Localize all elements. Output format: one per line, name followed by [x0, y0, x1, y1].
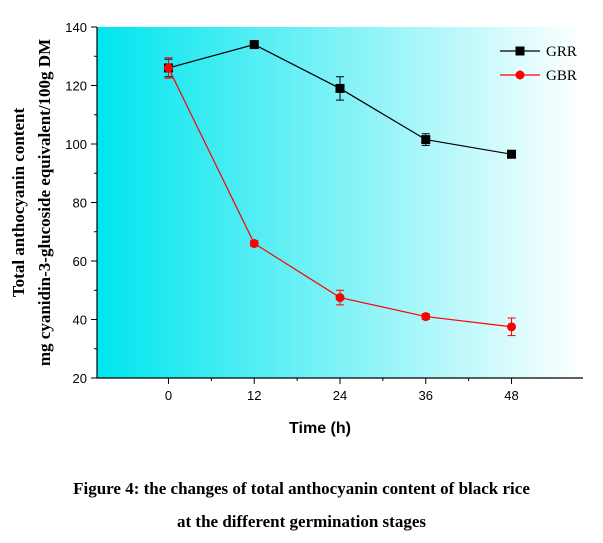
y-tick-label: 40	[73, 313, 87, 328]
data-point	[507, 322, 517, 332]
legend-marker	[515, 70, 525, 80]
data-point	[507, 149, 517, 159]
y-tick-label: 100	[65, 137, 87, 152]
line-chart: 20 40 60 80 100 120 140 0 12 24 36 48 GRR GBR Time (…	[9, 20, 583, 437]
legend-label: GRR	[546, 44, 577, 60]
x-tick-label: 36	[419, 388, 433, 403]
data-point	[249, 238, 259, 248]
x-tick-label: 24	[333, 388, 347, 403]
legend-marker	[515, 46, 525, 56]
legend-label: GBR	[546, 68, 577, 84]
data-point	[421, 312, 431, 322]
series-layer	[163, 40, 517, 337]
legend: GRR GBR	[500, 44, 577, 84]
figure-caption-line-2: at the different germination stages	[177, 512, 426, 531]
y-tick-label: 20	[73, 371, 87, 386]
legend-item: GRR	[500, 44, 577, 60]
x-tick-label: 12	[247, 388, 261, 403]
y-axis-title: Total anthocyanin content mg cyanidin-3-…	[9, 39, 54, 366]
y-axis-title-line-1: Total anthocyanin content	[9, 108, 28, 298]
y-axis-title-line-2: mg cyanidin-3-glucoside equivalent/100g …	[35, 39, 54, 366]
y-tick-label: 140	[65, 20, 87, 35]
data-point	[335, 293, 345, 303]
x-axis-title: Time (h)	[289, 420, 351, 437]
data-point	[335, 83, 345, 93]
y-tick-label: 120	[65, 79, 87, 94]
y-tick-label: 80	[73, 196, 87, 211]
legend-item: GBR	[500, 68, 577, 84]
data-point	[249, 40, 259, 50]
data-point	[163, 63, 173, 73]
x-tick-label: 0	[165, 388, 172, 403]
figure-caption-line-1: Figure 4: the changes of total anthocyan…	[73, 479, 530, 498]
data-point	[421, 135, 431, 145]
axis-labels: Time (h) Total anthocyanin content mg cy…	[9, 39, 351, 437]
series-gbr	[163, 57, 517, 337]
x-tick-label: 48	[504, 388, 518, 403]
axes: 20 40 60 80 100 120 140 0 12 24 36 48	[65, 20, 583, 403]
y-tick-label: 60	[73, 254, 87, 269]
